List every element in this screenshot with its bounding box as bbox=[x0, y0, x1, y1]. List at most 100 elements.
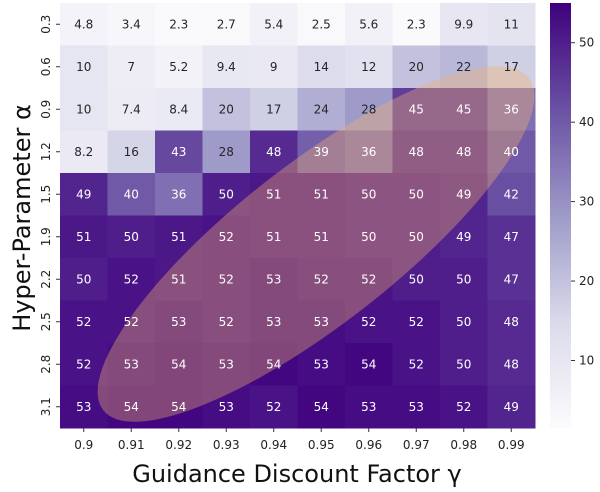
heatmap-cell bbox=[440, 300, 488, 344]
cell-value-label: 47 bbox=[504, 272, 519, 286]
cell-value-label: 43 bbox=[171, 145, 186, 159]
cell-value-label: 14 bbox=[314, 60, 329, 74]
heatmap-cell bbox=[345, 45, 393, 89]
heatmap-cell bbox=[487, 45, 536, 89]
y-tick-label: 2.2 bbox=[39, 270, 53, 289]
cell-value-label: 51 bbox=[314, 230, 329, 244]
heatmap-cell bbox=[202, 45, 251, 89]
heatmap-cell bbox=[440, 45, 488, 89]
cell-value-label: 24 bbox=[314, 102, 329, 116]
cell-value-label: 52 bbox=[409, 357, 424, 371]
colorbar bbox=[550, 3, 571, 428]
cell-value-label: 17 bbox=[504, 60, 519, 74]
cell-value-label: 50 bbox=[409, 272, 424, 286]
heatmap-cell bbox=[60, 343, 108, 386]
heatmap-cell bbox=[440, 130, 488, 174]
cell-value-label: 36 bbox=[504, 102, 519, 116]
heatmap-cell bbox=[202, 300, 251, 344]
heatmap-cell bbox=[487, 300, 536, 344]
heatmap-cell bbox=[250, 88, 298, 131]
heatmap-cell bbox=[440, 385, 488, 429]
y-tick-label: 1.5 bbox=[39, 185, 53, 204]
cell-value-label: 54 bbox=[314, 400, 329, 414]
heatmap-cell bbox=[297, 3, 346, 46]
cell-value-label: 8.2 bbox=[74, 145, 93, 159]
cell-value-label: 51 bbox=[171, 272, 186, 286]
cell-value-label: 8.4 bbox=[169, 102, 188, 116]
x-axis-title: Guidance Discount Factor γ bbox=[132, 460, 462, 488]
y-axis-ticks: 0.3 0.6 0.9 1.2 1.5 1.9 2.2 2.5 2.8 3.1 bbox=[39, 15, 60, 416]
heatmap-cell bbox=[345, 385, 393, 429]
cell-value-label: 51 bbox=[266, 230, 281, 244]
heatmap-cell bbox=[107, 343, 156, 386]
heatmap-cell bbox=[345, 215, 393, 259]
heatmap-cell bbox=[392, 385, 441, 429]
heatmap-cell bbox=[487, 130, 536, 174]
heatmap-cell bbox=[107, 385, 156, 429]
cell-value-label: 50 bbox=[124, 230, 139, 244]
cell-value-label: 5.4 bbox=[264, 17, 283, 31]
cell-value-label: 5.2 bbox=[169, 60, 188, 74]
heatmap-cell bbox=[155, 88, 203, 131]
x-tick-label: 0.97 bbox=[403, 438, 430, 452]
highlight-ellipse bbox=[97, 66, 535, 422]
cell-value-label: 50 bbox=[361, 230, 376, 244]
y-tick-label: 3.1 bbox=[39, 397, 53, 416]
heatmap-cell bbox=[107, 215, 156, 259]
cell-value-label: 52 bbox=[456, 400, 471, 414]
cell-value-label: 50 bbox=[456, 357, 471, 371]
cell-value-label: 45 bbox=[456, 102, 471, 116]
heatmap-cell bbox=[202, 215, 251, 259]
cell-value-label: 2.3 bbox=[169, 17, 188, 31]
x-tick-label: 0.95 bbox=[308, 438, 335, 452]
heatmap-cell bbox=[155, 3, 203, 46]
cell-value-label: 52 bbox=[124, 315, 139, 329]
cell-value-label: 53 bbox=[314, 315, 329, 329]
heatmap-cell bbox=[297, 88, 346, 131]
colorbar-tick-label: 40 bbox=[579, 115, 594, 129]
colorbar-ticks: 10 20 30 40 50 bbox=[571, 36, 594, 367]
cell-value-label: 12 bbox=[361, 60, 376, 74]
y-tick-label: 1.9 bbox=[39, 227, 53, 246]
cell-value-label: 28 bbox=[219, 145, 234, 159]
heatmap-cell bbox=[250, 385, 298, 429]
cell-value-label: 53 bbox=[314, 357, 329, 371]
heatmap-cell-labels: 4.8 3.4 2.3 2.7 5.4 2.5 5.6 2.3 9.9 11 10 7 5.2 9.4 9 1… bbox=[74, 17, 519, 414]
x-tick-label: 0.98 bbox=[450, 438, 477, 452]
heatmap-cell bbox=[392, 343, 441, 386]
cell-value-label: 53 bbox=[219, 400, 234, 414]
heatmap-cell bbox=[297, 45, 346, 89]
heatmap-cell bbox=[345, 258, 393, 301]
cell-value-label: 4.8 bbox=[74, 17, 93, 31]
cell-value-label: 40 bbox=[504, 145, 519, 159]
heatmap-cell bbox=[297, 343, 346, 386]
heatmap-cell bbox=[155, 215, 203, 259]
heatmap-cell bbox=[297, 258, 346, 301]
cell-value-label: 52 bbox=[124, 272, 139, 286]
cell-value-label: 16 bbox=[124, 145, 139, 159]
heatmap-cell bbox=[107, 300, 156, 344]
heatmap-cell bbox=[250, 173, 298, 216]
cell-value-label: 52 bbox=[361, 272, 376, 286]
cell-value-label: 52 bbox=[266, 400, 281, 414]
heatmap-cell bbox=[107, 258, 156, 301]
heatmap-cell bbox=[392, 258, 441, 301]
heatmap-cell bbox=[440, 88, 488, 131]
heatmap-cell bbox=[392, 173, 441, 216]
y-tick-label: 0.3 bbox=[39, 15, 53, 34]
heatmap-cell bbox=[202, 258, 251, 301]
heatmap-cell bbox=[392, 300, 441, 344]
x-tick-label: 0.94 bbox=[260, 438, 287, 452]
cell-value-label: 48 bbox=[266, 145, 281, 159]
cell-value-label: 50 bbox=[219, 187, 234, 201]
heatmap-cell bbox=[250, 3, 298, 46]
heatmap-cell bbox=[60, 215, 108, 259]
cell-value-label: 50 bbox=[76, 272, 91, 286]
x-tick-label: 0.9 bbox=[74, 438, 93, 452]
cell-value-label: 52 bbox=[219, 230, 234, 244]
heatmap-cell bbox=[202, 343, 251, 386]
cell-value-label: 11 bbox=[504, 17, 519, 31]
heatmap-cell bbox=[250, 45, 298, 89]
cell-value-label: 53 bbox=[171, 315, 186, 329]
heatmap-cell bbox=[107, 130, 156, 174]
